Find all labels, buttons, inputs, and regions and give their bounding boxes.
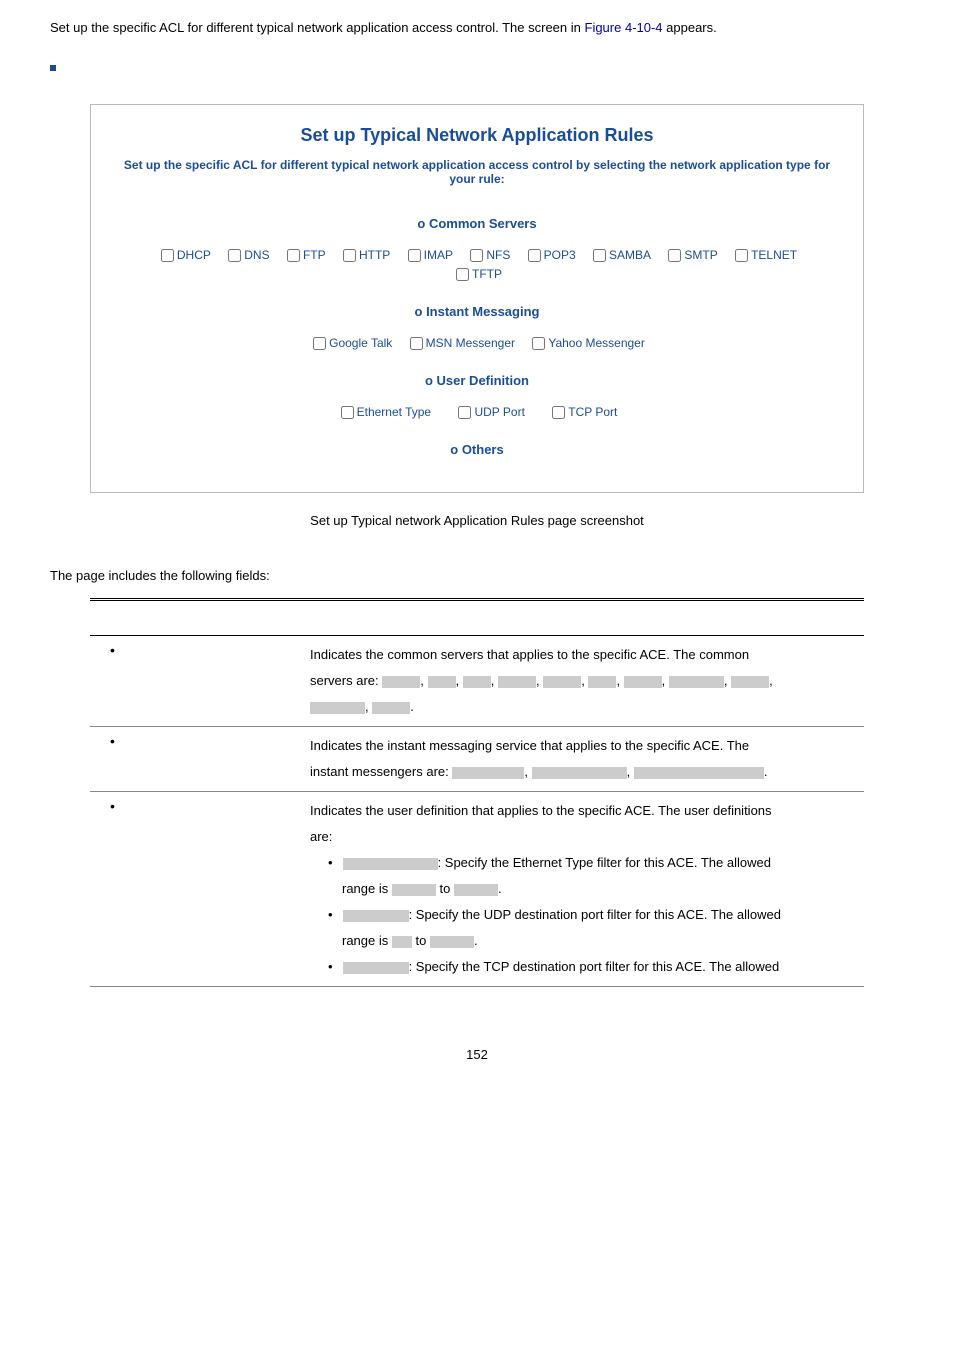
others-heading: o Others bbox=[121, 442, 833, 457]
yahoo-checkbox[interactable]: Yahoo Messenger bbox=[528, 336, 645, 350]
intro-paragraph: Set up the specific ACL for different ty… bbox=[50, 20, 904, 35]
instant-messaging-heading: o Instant Messaging bbox=[121, 304, 833, 319]
table-row: • Indicates the common servers that appl… bbox=[90, 636, 864, 727]
telnet-checkbox[interactable]: TELNET bbox=[731, 248, 797, 262]
redacted-box bbox=[634, 767, 764, 779]
user-definition-desc: Indicates the user definition that appli… bbox=[300, 792, 864, 987]
tcp-bullet: : Specify the TCP destination port filte… bbox=[310, 954, 854, 980]
fields-intro: The page includes the following fields: bbox=[50, 568, 904, 583]
panel-title: Set up Typical Network Application Rules bbox=[121, 125, 833, 146]
redacted-box bbox=[343, 962, 409, 974]
redacted-box bbox=[731, 676, 769, 688]
redacted-box bbox=[498, 676, 536, 688]
ethernet-type-checkbox[interactable]: Ethernet Type bbox=[337, 405, 432, 419]
nfs-checkbox[interactable]: NFS bbox=[466, 248, 510, 262]
table-row: • Indicates the user definition that app… bbox=[90, 792, 864, 987]
table-header-row bbox=[90, 600, 864, 636]
redacted-box bbox=[372, 702, 410, 714]
user-definition-row: Ethernet Type UDP Port TCP Port bbox=[121, 403, 833, 422]
redacted-box bbox=[669, 676, 724, 688]
redacted-box bbox=[428, 676, 456, 688]
dhcp-checkbox[interactable]: DHCP bbox=[157, 248, 211, 262]
row2-line1: Indicates the instant messaging service … bbox=[310, 738, 749, 753]
redacted-box bbox=[430, 936, 474, 948]
instant-messaging-row: Google Talk MSN Messenger Yahoo Messenge… bbox=[121, 334, 833, 353]
common-servers-heading: o Common Servers bbox=[121, 216, 833, 231]
tcp-port-checkbox[interactable]: TCP Port bbox=[548, 405, 617, 419]
definition-table: • Indicates the common servers that appl… bbox=[90, 598, 864, 987]
table-row: • Indicates the instant messaging servic… bbox=[90, 727, 864, 792]
redacted-box bbox=[392, 884, 436, 896]
msn-checkbox[interactable]: MSN Messenger bbox=[406, 336, 515, 350]
tftp-checkbox[interactable]: TFTP bbox=[452, 267, 502, 281]
row-bullet: • bbox=[90, 636, 300, 727]
redacted-box bbox=[343, 910, 409, 922]
figure-caption: Set up Typical network Application Rules… bbox=[50, 513, 904, 528]
square-bullet-icon bbox=[50, 65, 56, 71]
redacted-box bbox=[310, 702, 365, 714]
redacted-box bbox=[463, 676, 491, 688]
redacted-box bbox=[452, 767, 524, 779]
pop3-checkbox[interactable]: POP3 bbox=[524, 248, 576, 262]
instant-messaging-desc: Indicates the instant messaging service … bbox=[300, 727, 864, 792]
udp-bullet: : Specify the UDP destination port filte… bbox=[310, 902, 854, 928]
ftp-checkbox[interactable]: FTP bbox=[283, 248, 326, 262]
redacted-box bbox=[543, 676, 581, 688]
eth-range: range is to . bbox=[310, 876, 854, 902]
redacted-box bbox=[588, 676, 616, 688]
redacted-box bbox=[454, 884, 498, 896]
common-servers-row: DHCP DNS FTP HTTP IMAP NFS POP3 SAMBA SM… bbox=[121, 246, 833, 284]
page-number: 152 bbox=[50, 1047, 904, 1062]
redacted-box bbox=[392, 936, 412, 948]
imap-checkbox[interactable]: IMAP bbox=[404, 248, 453, 262]
intro-before: Set up the specific ACL for different ty… bbox=[50, 20, 585, 35]
figure-link[interactable]: Figure 4-10-4 bbox=[585, 20, 663, 35]
redacted-box bbox=[532, 767, 627, 779]
row-bullet: • bbox=[90, 792, 300, 987]
row3-line1: Indicates the user definition that appli… bbox=[310, 803, 772, 818]
dns-checkbox[interactable]: DNS bbox=[224, 248, 269, 262]
udp-range: range is to . bbox=[310, 928, 854, 954]
row2-messengersare: instant messengers are: bbox=[310, 764, 449, 779]
udp-port-checkbox[interactable]: UDP Port bbox=[454, 405, 524, 419]
panel-subtitle: Set up the specific ACL for different ty… bbox=[121, 158, 833, 186]
googletalk-checkbox[interactable]: Google Talk bbox=[309, 336, 392, 350]
row1-line1: Indicates the common servers that applie… bbox=[310, 647, 749, 662]
redacted-box bbox=[343, 858, 438, 870]
intro-after: appears. bbox=[663, 20, 717, 35]
http-checkbox[interactable]: HTTP bbox=[339, 248, 390, 262]
smtp-checkbox[interactable]: SMTP bbox=[664, 248, 717, 262]
row3-are: are: bbox=[310, 829, 332, 844]
redacted-box bbox=[624, 676, 662, 688]
eth-bullet: : Specify the Ethernet Type filter for t… bbox=[310, 850, 854, 876]
row-bullet: • bbox=[90, 727, 300, 792]
user-definition-heading: o User Definition bbox=[121, 373, 833, 388]
rule-panel: Set up Typical Network Application Rules… bbox=[90, 104, 864, 493]
samba-checkbox[interactable]: SAMBA bbox=[589, 248, 651, 262]
common-servers-desc: Indicates the common servers that applie… bbox=[300, 636, 864, 727]
row1-serversare: servers are: bbox=[310, 673, 379, 688]
redacted-box bbox=[382, 676, 420, 688]
